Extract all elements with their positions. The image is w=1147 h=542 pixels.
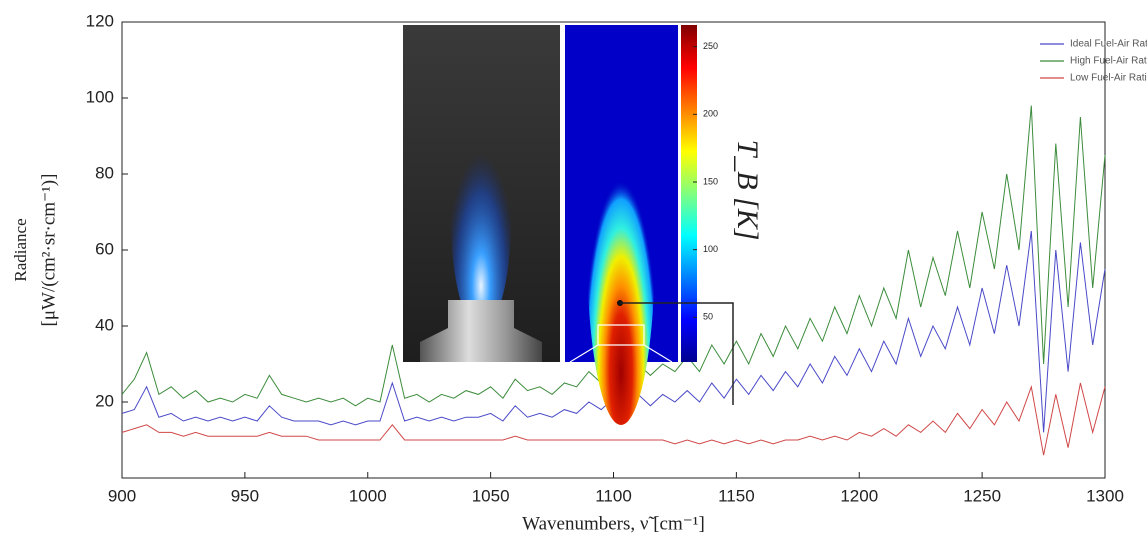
y-axis-label: [μW/(cm²·sr·cm⁻¹)]	[38, 174, 59, 327]
connector	[620, 302, 734, 405]
x-tick-label: 1000	[349, 486, 387, 505]
inset	[403, 25, 734, 425]
x-tick-label: 1300	[1086, 486, 1124, 505]
colorbar-tick-label: 150	[703, 176, 718, 186]
flame	[451, 110, 511, 330]
colorbar-tick-label: 50	[703, 312, 713, 322]
x-axis-label: Wavenumbers, ν̃ [cm⁻¹]	[522, 513, 705, 534]
x-tick-label: 1250	[963, 486, 1001, 505]
x-tick-label: 1200	[840, 486, 878, 505]
x-tick-label: 1100	[595, 486, 632, 505]
colorbar	[681, 25, 697, 362]
colorbar-label: T_B [K]	[731, 140, 764, 241]
legend-label: Low Fuel-Air Ratio	[1070, 73, 1147, 84]
y-tick-label: 120	[86, 11, 114, 30]
legend-label: High Fuel-Air Ratio	[1070, 56, 1147, 67]
colorbar-tick-label: 250	[703, 41, 718, 51]
x-tick-label: 1050	[472, 486, 510, 505]
y-tick-label: 80	[95, 163, 114, 182]
burner-outline	[569, 324, 673, 363]
thermal-flame	[587, 75, 655, 425]
x-tick-label: 1150	[718, 486, 755, 505]
x-tick-label: 950	[231, 486, 259, 505]
burner	[420, 300, 542, 362]
y-tick-label: 20	[95, 391, 114, 410]
y-axis-label: Radiance	[11, 218, 30, 281]
series-line	[121, 382, 1106, 456]
y-tick-label: 100	[86, 87, 114, 106]
colorbar-tick-label: 200	[703, 109, 718, 119]
y-tick-label: 40	[95, 315, 114, 334]
legend-label: Ideal Fuel-Air Ratio	[1070, 39, 1147, 50]
x-tick-label: 900	[108, 486, 136, 505]
colorbar-tick-label: 100	[703, 244, 718, 254]
y-tick-label: 60	[95, 239, 114, 258]
